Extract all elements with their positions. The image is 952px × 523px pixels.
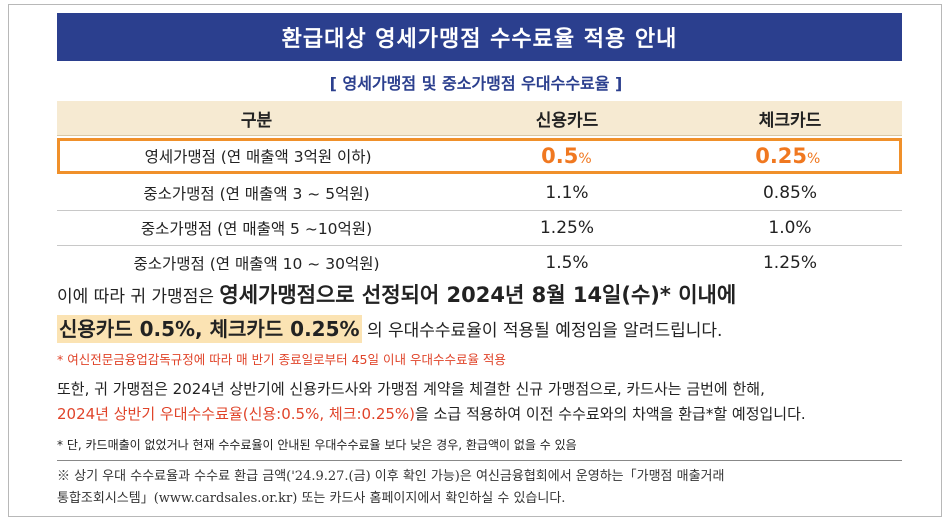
credit-rate: 0.5% [456, 144, 676, 168]
footnote-line-1: ※ 상기 우대 수수료율과 수수료 환급 금액('24.9.27.(금) 이후 … [57, 469, 725, 484]
row-label: 영세가맹점 (연 매출액 3억원 이하) [144, 148, 372, 166]
fee-rate-table: 구분 신용카드 체크카드 영세가맹점 (연 매출액 3억원 이하) 0.5% 0… [57, 101, 902, 280]
table-header: 구분 신용카드 체크카드 [57, 101, 902, 136]
credit-rate: 1.1% [545, 183, 589, 203]
check-rate: 1.25% [762, 253, 817, 273]
refund-red-text: 2024년 상반기 우대수수료율(신용:0.5%, 체크:0.25%) [57, 405, 416, 423]
table-subtitle: [ 영세가맹점 및 중소가맹점 우대수수료율 ] [329, 74, 623, 93]
selection-notice: 이에 따라 귀 가맹점은 영세가맹점으로 선정되어 2024년 8월 14일(수… [57, 281, 917, 311]
refund-line-1: 또한, 귀 가맹점은 2024년 상반기에 신용카드사와 가맹점 계약을 체결한… [57, 380, 765, 398]
row-label: 중소가맹점 (연 매출액 3 ~ 5억원) [143, 185, 370, 203]
header-credit-card: 신용카드 [535, 110, 599, 131]
refund-tail: 을 소급 적용하여 이전 수수료와의 차액을 환급*할 예정입니다. [415, 405, 806, 423]
check-rate: 1.0% [768, 218, 812, 238]
rate-tail: 의 우대수수료율이 적용될 예정임을 알려드립니다. [361, 321, 723, 341]
regulation-note: * 여신전문금융업감독규정에 따라 매 반기 종료일로부터 45일 이내 우대수… [57, 352, 506, 367]
page-title: 환급대상 영세가맹점 수수료율 적용 안내 [57, 13, 902, 61]
check-rate: 0.85% [762, 183, 817, 203]
refund-exception-note: * 단, 카드매출이 없었거나 현재 수수료율이 안내된 우대수수료율 보다 낮… [57, 438, 577, 452]
rate-highlight: 신용카드 0.5%, 체크카드 0.25% [57, 315, 362, 343]
check-rate: 0.25% [677, 144, 899, 168]
row-label: 중소가맹점 (연 매출액 5 ~10억원) [140, 220, 373, 238]
header-category: 구분 [240, 110, 273, 131]
table-row: 중소가맹점 (연 매출액 5 ~10억원) 1.25% 1.0% [57, 211, 902, 246]
divider [57, 460, 902, 461]
footnote: ※ 상기 우대 수수료율과 수수료 환급 금액('24.9.27.(금) 이후 … [57, 466, 917, 510]
footnote-line-2: 통합조회시스템」(www.cardsales.or.kr) 또는 카드사 홈페이… [57, 491, 566, 506]
table-row: 중소가맹점 (연 매출액 3 ~ 5억원) 1.1% 0.85% [57, 176, 902, 211]
refund-line-2: 2024년 상반기 우대수수료율(신용:0.5%, 체크:0.25%)을 소급 … [57, 402, 927, 427]
credit-rate: 1.25% [539, 218, 594, 238]
header-check-card: 체크카드 [758, 110, 822, 131]
page-title-text: 환급대상 영세가맹점 수수료율 적용 안내 [281, 27, 678, 52]
credit-rate-value: 0.5 [541, 144, 579, 168]
table-row: 중소가맹점 (연 매출액 10 ~ 30억원) 1.5% 1.25% [57, 246, 902, 280]
notice-frame [8, 4, 942, 517]
table-row-small-merchant: 영세가맹점 (연 매출액 3억원 이하) 0.5% 0.25% [57, 138, 902, 174]
selection-bold: 영세가맹점으로 선정되어 2024년 8월 14일(수)* 이내에 [219, 283, 737, 307]
row-label: 중소가맹점 (연 매출액 10 ~ 30억원) [133, 255, 380, 273]
check-rate-unit: % [807, 151, 821, 167]
credit-rate: 1.5% [545, 253, 589, 273]
check-rate-value: 0.25 [755, 144, 808, 168]
credit-rate-unit: % [578, 151, 592, 167]
rate-notice: 신용카드 0.5%, 체크카드 0.25% 의 우대수수료율이 적용될 예정임을… [57, 313, 917, 343]
selection-lead: 이에 따라 귀 가맹점은 [57, 287, 220, 307]
refund-notice: 또한, 귀 가맹점은 2024년 상반기에 신용카드사와 가맹점 계약을 체결한… [57, 377, 927, 427]
